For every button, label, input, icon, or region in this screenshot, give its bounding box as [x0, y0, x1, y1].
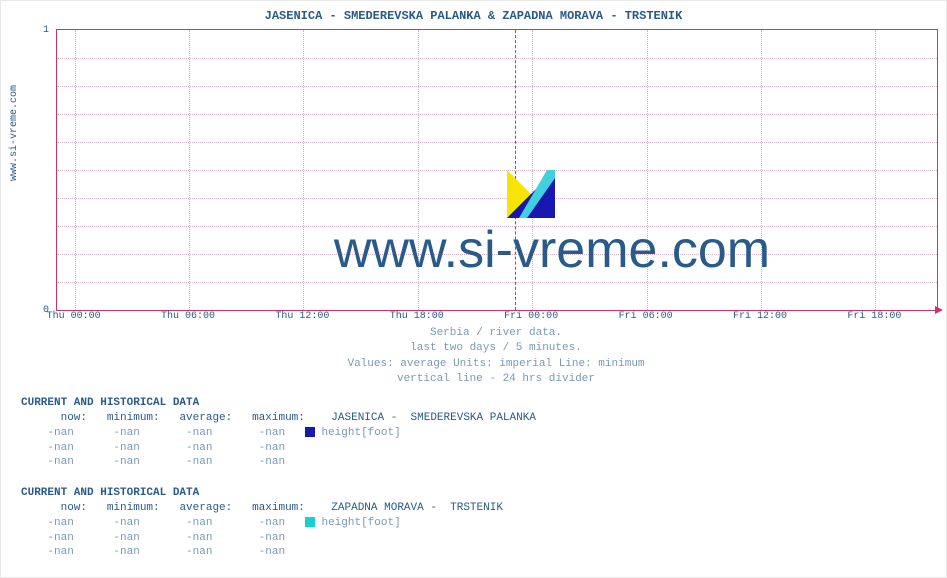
grid-horizontal: [57, 86, 937, 87]
x-tick-label: Fri 00:00: [504, 311, 558, 322]
series-swatch-icon: [305, 427, 315, 437]
data-header-row: now: minimum: average: maximum: JASENICA…: [21, 411, 536, 426]
grid-horizontal: [57, 114, 937, 115]
subtitle-line: Values: average Units: imperial Line: mi…: [56, 357, 936, 372]
subtitle-line: Serbia / river data.: [56, 326, 936, 341]
metric-label: height[foot]: [321, 427, 400, 439]
subtitle-line: last two days / 5 minutes.: [56, 341, 936, 356]
data-heading: CURRENT AND HISTORICAL DATA: [21, 486, 503, 501]
x-tick-label: Thu 00:00: [47, 311, 101, 322]
data-header-row: now: minimum: average: maximum: ZAPADNA …: [21, 501, 503, 516]
station-name: ZAPADNA MORAVA - TRSTENIK: [325, 502, 503, 514]
y-tick-label: 1: [43, 25, 49, 36]
grid-horizontal: [57, 58, 937, 59]
watermark-text: www.si-vreme.com: [112, 220, 947, 280]
x-tick-label: Thu 06:00: [161, 311, 215, 322]
data-row: -nan -nan -nan -nan: [21, 531, 503, 546]
station-name: JASENICA - SMEDEREVSKA PALANKA: [325, 412, 536, 424]
chart-plot-area: www.si-vreme.com: [56, 29, 938, 311]
data-section-2: CURRENT AND HISTORICAL DATA now: minimum…: [21, 486, 503, 560]
chart-title: JASENICA - SMEDEREVSKA PALANKA & ZAPADNA…: [1, 1, 946, 23]
series-swatch-icon: [305, 517, 315, 527]
x-tick-label: Fri 12:00: [733, 311, 787, 322]
data-row: -nan -nan -nan -nan height[foot]: [21, 426, 536, 441]
data-row: -nan -nan -nan -nan height[foot]: [21, 516, 503, 531]
x-axis-arrow-icon: [935, 306, 943, 314]
data-row: -nan -nan -nan -nan: [21, 455, 536, 470]
x-tick-label: Thu 12:00: [275, 311, 329, 322]
grid-horizontal: [57, 198, 937, 199]
subtitle-line: vertical line - 24 hrs divider: [56, 372, 936, 387]
x-tick-label: Fri 06:00: [619, 311, 673, 322]
data-row: -nan -nan -nan -nan: [21, 441, 536, 456]
site-logo-icon: [507, 170, 555, 218]
x-tick-label: Fri 18:00: [847, 311, 901, 322]
x-tick-label: Thu 18:00: [390, 311, 444, 322]
data-section-1: CURRENT AND HISTORICAL DATA now: minimum…: [21, 396, 536, 470]
data-heading: CURRENT AND HISTORICAL DATA: [21, 396, 536, 411]
grid-horizontal: [57, 170, 937, 171]
grid-horizontal: [57, 282, 937, 283]
metric-label: height[foot]: [321, 517, 400, 529]
grid-horizontal: [57, 142, 937, 143]
y-axis-site-label: www.si-vreme.com: [9, 85, 20, 181]
chart-subtitle-block: Serbia / river data.last two days / 5 mi…: [56, 326, 936, 388]
data-row: -nan -nan -nan -nan: [21, 545, 503, 560]
